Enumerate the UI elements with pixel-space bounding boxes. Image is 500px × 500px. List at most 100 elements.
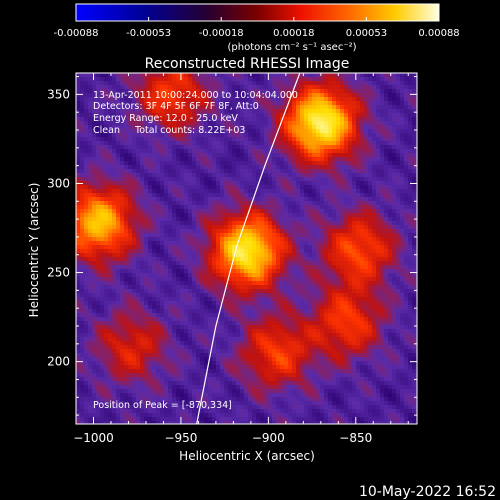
heatmap-cell [244,109,248,113]
heatmap-cell [164,401,168,405]
heatmap-cell [120,261,124,265]
heatmap-cell [116,325,120,329]
heatmap-cell [140,349,144,353]
heatmap-cell [140,125,144,129]
heatmap-cell [136,417,140,421]
heatmap-cell [164,197,168,201]
heatmap-cell [116,245,120,249]
heatmap-cell [184,105,188,109]
heatmap-cell [292,129,296,133]
heatmap-cell [168,73,172,77]
heatmap-cell [296,385,300,389]
heatmap-cell [120,221,124,225]
heatmap-cell [76,109,80,113]
heatmap-cell [256,181,260,185]
heatmap-cell [216,101,220,105]
heatmap-cell [148,125,152,129]
heatmap-cell [108,73,112,77]
heatmap-cell [256,401,260,405]
heatmap-cell [212,169,216,173]
heatmap-cell [248,89,252,93]
heatmap-cell [164,201,168,205]
heatmap-cell [200,237,204,241]
heatmap-cell [256,173,260,177]
heatmap-cell [116,225,120,229]
heatmap-cell [84,257,88,261]
heatmap-cell [168,249,172,253]
heatmap-cell [192,357,196,361]
heatmap-cell [252,285,256,289]
heatmap-cell [108,109,112,113]
heatmap-cell [216,153,220,157]
heatmap-cell [140,129,144,133]
heatmap-cell [188,281,192,285]
heatmap-cell [236,281,240,285]
heatmap-cell [232,349,236,353]
heatmap-cell [284,365,288,369]
heatmap-cell [288,325,292,329]
heatmap-cell [100,225,104,229]
heatmap-cell [112,293,116,297]
heatmap-cell [152,105,156,109]
heatmap-cell [256,265,260,269]
heatmap-cell [236,213,240,217]
heatmap-cell [288,405,292,409]
heatmap-cell [92,373,96,377]
heatmap-cell [172,277,176,281]
heatmap-cell [172,165,176,169]
heatmap-cell [216,289,220,293]
heatmap-cell [244,273,248,277]
heatmap-cell [96,373,100,377]
heatmap-cell [200,125,204,129]
heatmap-cell [172,181,176,185]
heatmap-cell [292,149,296,153]
heatmap-cell [292,409,296,413]
heatmap-cell [232,233,236,237]
heatmap-cell [140,377,144,381]
heatmap-cell [144,189,148,193]
heatmap-cell [208,229,212,233]
heatmap-cell [280,261,284,265]
heatmap-cell [232,105,236,109]
heatmap-cell [124,245,128,249]
heatmap-cell [116,405,120,409]
heatmap-cell [260,181,264,185]
heatmap-cell [96,321,100,325]
heatmap-cell [180,185,184,189]
heatmap-cell [80,177,84,181]
heatmap-cell [180,201,184,205]
heatmap-cell [264,117,268,121]
colorbar-tick-label: 0.00053 [346,28,387,39]
heatmap-cell [124,357,128,361]
heatmap-cell [240,301,244,305]
heatmap-cell [252,125,256,129]
heatmap-cell [104,393,108,397]
heatmap-cell [92,385,96,389]
heatmap-cell [240,313,244,317]
heatmap-cell [292,321,296,325]
heatmap-cell [276,73,280,77]
heatmap-cell [132,153,136,157]
heatmap-cell [280,157,284,161]
heatmap-cell [88,157,92,161]
heatmap-cell [92,153,96,157]
heatmap-cell [284,81,288,85]
heatmap-cell [152,297,156,301]
heatmap-cell [80,313,84,317]
heatmap-cell [160,89,164,93]
heatmap-cell [292,93,296,97]
heatmap-cell [216,89,220,93]
heatmap-cell [224,277,228,281]
heatmap-cell [112,273,116,277]
heatmap-cell [96,125,100,129]
heatmap-cell [100,121,104,125]
heatmap-cell [276,297,280,301]
heatmap-cell [96,225,100,229]
heatmap-cell [112,329,116,333]
heatmap-cell [176,105,180,109]
heatmap-cell [212,189,216,193]
heatmap-cell [284,169,288,173]
heatmap-cell [280,249,284,253]
heatmap-cell [120,257,124,261]
heatmap-cell [176,405,180,409]
